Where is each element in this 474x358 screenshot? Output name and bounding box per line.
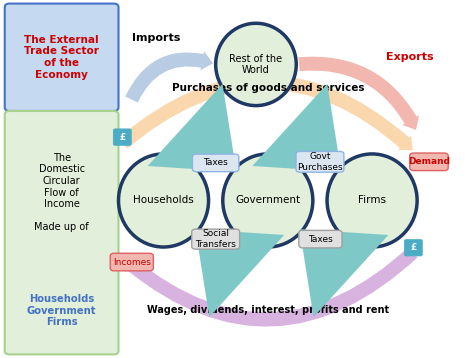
FancyBboxPatch shape bbox=[404, 240, 422, 256]
Text: Exports: Exports bbox=[386, 52, 434, 62]
Text: Government: Government bbox=[235, 195, 301, 205]
Text: £: £ bbox=[410, 243, 417, 252]
Text: Imports: Imports bbox=[132, 33, 181, 43]
Text: Demand: Demand bbox=[408, 157, 450, 166]
FancyBboxPatch shape bbox=[5, 111, 118, 354]
Text: Incomes: Incomes bbox=[113, 257, 151, 267]
Text: £: £ bbox=[119, 132, 126, 142]
FancyArrowPatch shape bbox=[123, 247, 418, 326]
FancyArrowPatch shape bbox=[125, 51, 213, 102]
Text: Households: Households bbox=[133, 195, 194, 205]
FancyArrowPatch shape bbox=[299, 57, 419, 130]
Text: Taxes: Taxes bbox=[308, 234, 333, 244]
Text: Govt
Purchases: Govt Purchases bbox=[297, 152, 343, 171]
FancyArrowPatch shape bbox=[118, 75, 413, 150]
Text: Households
Government
Firms: Households Government Firms bbox=[27, 294, 96, 327]
Text: Rest of the
World: Rest of the World bbox=[229, 54, 283, 75]
FancyBboxPatch shape bbox=[296, 151, 344, 172]
FancyBboxPatch shape bbox=[191, 229, 240, 249]
Ellipse shape bbox=[118, 154, 209, 247]
Text: Taxes: Taxes bbox=[203, 158, 228, 168]
Text: The External
Trade Sector
of the
Economy: The External Trade Sector of the Economy bbox=[24, 35, 99, 80]
Text: Purchases of goods and services: Purchases of goods and services bbox=[172, 83, 364, 93]
FancyBboxPatch shape bbox=[299, 231, 342, 248]
Ellipse shape bbox=[216, 23, 296, 106]
FancyBboxPatch shape bbox=[110, 253, 153, 271]
Ellipse shape bbox=[327, 154, 417, 247]
FancyBboxPatch shape bbox=[113, 129, 131, 145]
Text: Social
Transfers: Social Transfers bbox=[195, 229, 236, 249]
Ellipse shape bbox=[223, 154, 313, 247]
Text: Firms: Firms bbox=[358, 195, 386, 205]
Text: Wages, dividends, interest, profits and rent: Wages, dividends, interest, profits and … bbox=[147, 305, 389, 315]
Text: The
Domestic
Circular
Flow of
Income

Made up of: The Domestic Circular Flow of Income Mad… bbox=[34, 153, 89, 232]
FancyBboxPatch shape bbox=[192, 154, 239, 172]
FancyBboxPatch shape bbox=[5, 4, 118, 111]
FancyBboxPatch shape bbox=[410, 153, 448, 170]
